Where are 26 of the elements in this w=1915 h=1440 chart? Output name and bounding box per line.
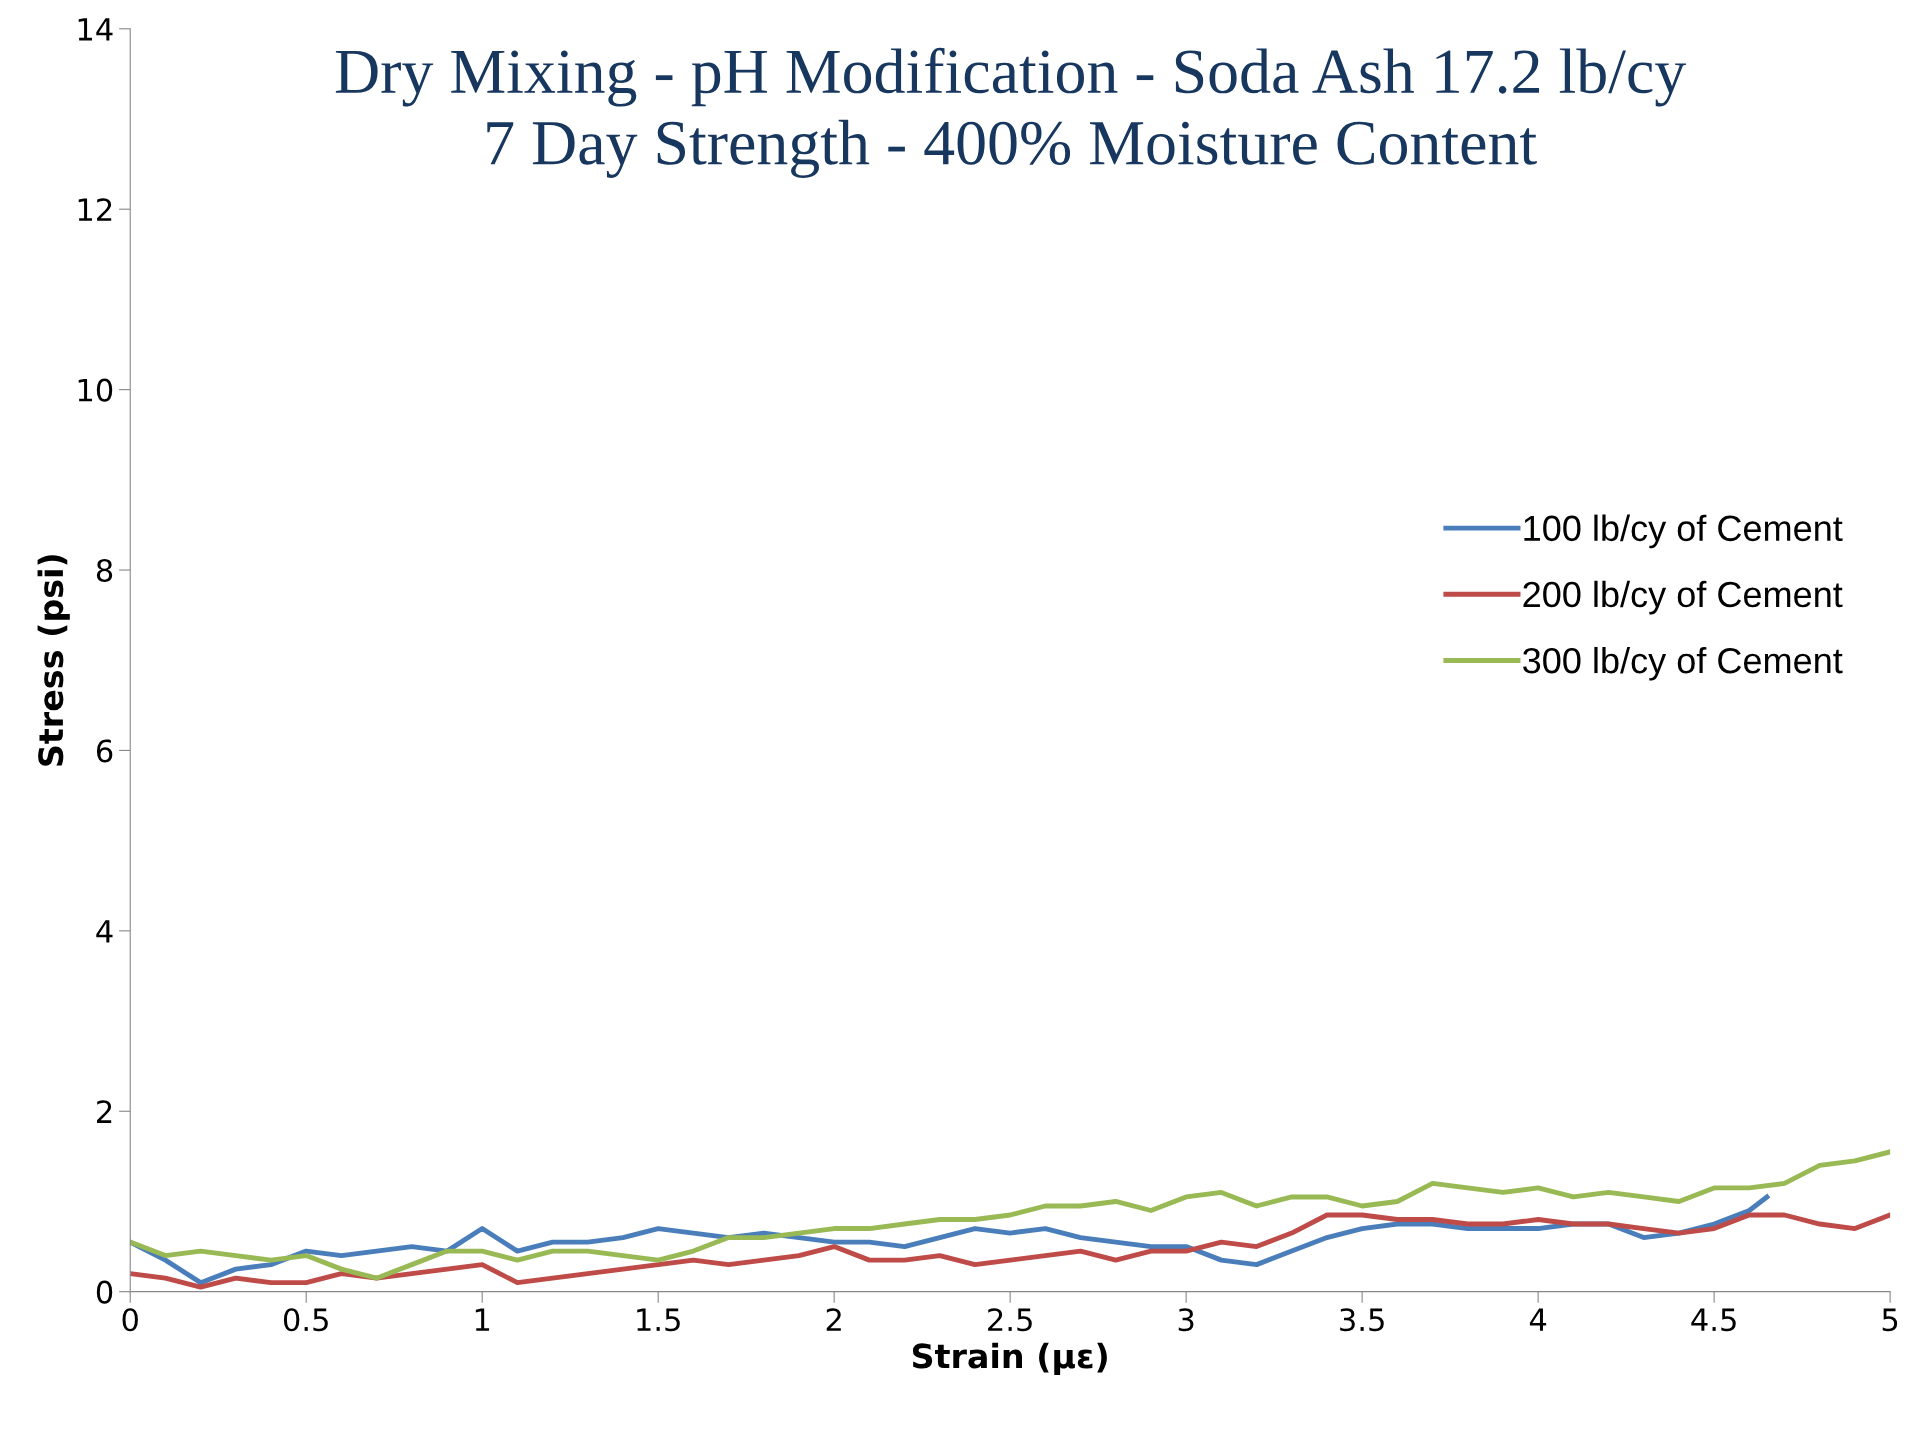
x-tick-label: 4.5 [1691,1308,1736,1332]
line-series [130,1149,1891,1281]
text: Dry Mixing - pH Modification - Soda Ash 17.2 lb/cy 7 Day Strength - 400% Moisture Content [335,47,1687,178]
x-tick-label: 0 [122,1308,138,1332]
x-tick-label: 1 [475,1308,490,1331]
y-tick-label: 8 [96,558,113,583]
x-tick-label: 4 [1529,1308,1547,1331]
y-tick-label: 10 [78,378,113,402]
x-tick-label: 5 [1882,1308,1898,1332]
x-tick-label: 3.5 [1340,1308,1384,1332]
x-tick-label: 2 [826,1308,841,1331]
y-tick-label: 12 [78,198,112,221]
x-tick-label: 0.5 [283,1308,328,1332]
y-tick-label: 14 [78,18,113,41]
x-tick-label: 3 [1178,1308,1194,1332]
x-tick-label: 1.5 [637,1308,680,1332]
x-tick-label: 2.5 [988,1308,1032,1332]
y-tick-label: 4 [96,920,113,943]
legend-label: 100 lb/cy of Cement [1524,514,1843,549]
y-tick-label: 0 [96,1280,113,1304]
y-tick-label: 2 [97,1100,112,1123]
x-axis-title: Strain (με) [912,1342,1107,1376]
y-axis-title: Stress (psi) [37,555,70,766]
legend-label: 300 lb/cy of Cement [1523,646,1843,681]
y-tick-label: 6 [96,739,113,763]
legend-label: 200 lb/cy of Cement [1523,580,1843,615]
